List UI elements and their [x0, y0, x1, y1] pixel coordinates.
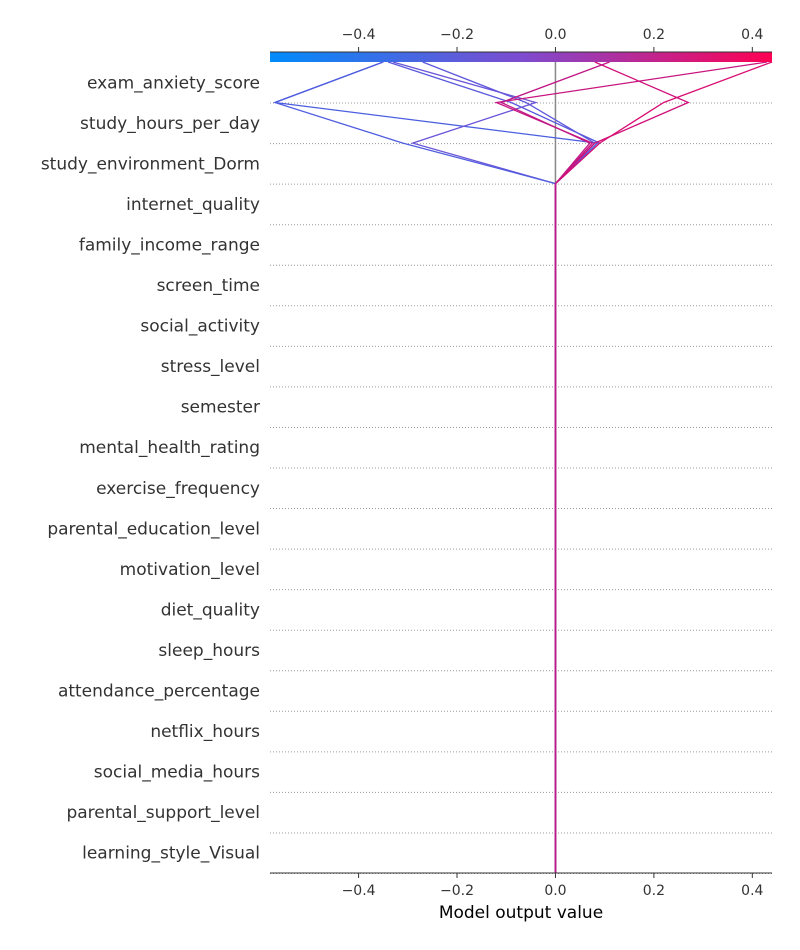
series-lines [272, 61, 773, 873]
feature-label: family_income_range [79, 235, 260, 255]
tick-label: 0.4 [741, 883, 763, 899]
feature-label: exam_anxiety_score [87, 73, 260, 93]
tick-label: 0.0 [544, 883, 566, 899]
feature-label: diet_quality [161, 600, 260, 620]
tick-label: 0.0 [544, 27, 566, 43]
feature-label: motivation_level [120, 560, 260, 580]
grid-lines [270, 102, 772, 874]
feature-label: stress_level [161, 357, 260, 377]
series-line-9 [499, 61, 610, 873]
feature-label: social_activity [140, 317, 260, 337]
feature-label: screen_time [157, 276, 260, 296]
feature-label: exercise_frequency [96, 479, 260, 499]
tick-label: −0.4 [342, 27, 376, 43]
feature-label: parental_education_level [47, 519, 260, 539]
top-x-axis: −0.4 −0.2 0.0 0.2 0.4 [270, 27, 772, 53]
x-axis-title: Model output value [439, 903, 603, 923]
feature-label: learning_style_Visual [82, 844, 260, 864]
series-line-3 [422, 61, 596, 873]
feature-label: mental_health_rating [79, 438, 260, 458]
feature-label: sleep_hours [158, 641, 260, 661]
series-line-1 [274, 61, 599, 873]
tick-label: −0.2 [440, 883, 474, 899]
feature-labels: exam_anxiety_score study_hours_per_daystu… [41, 73, 260, 863]
tick-label: −0.4 [342, 883, 376, 899]
feature-label: internet_quality [126, 195, 260, 215]
tick-label: 0.4 [741, 27, 763, 43]
feature-label: netflix_hours [150, 722, 260, 742]
feature-label: parental_support_level [66, 803, 260, 823]
tick-label: −0.2 [440, 27, 474, 43]
bottom-x-axis: −0.4 −0.2 0.0 0.2 0.4 [270, 872, 772, 899]
tick-label: 0.2 [643, 27, 665, 43]
feature-label: social_media_hours [94, 763, 260, 783]
colorbar [270, 52, 772, 62]
feature-label: study_environment_Dorm [41, 154, 260, 174]
feature-label: study_hours_per_day [80, 114, 260, 134]
feature-label: semester [181, 398, 260, 418]
tick-label: 0.2 [643, 883, 665, 899]
feature-label: attendance_percentage [58, 682, 260, 702]
